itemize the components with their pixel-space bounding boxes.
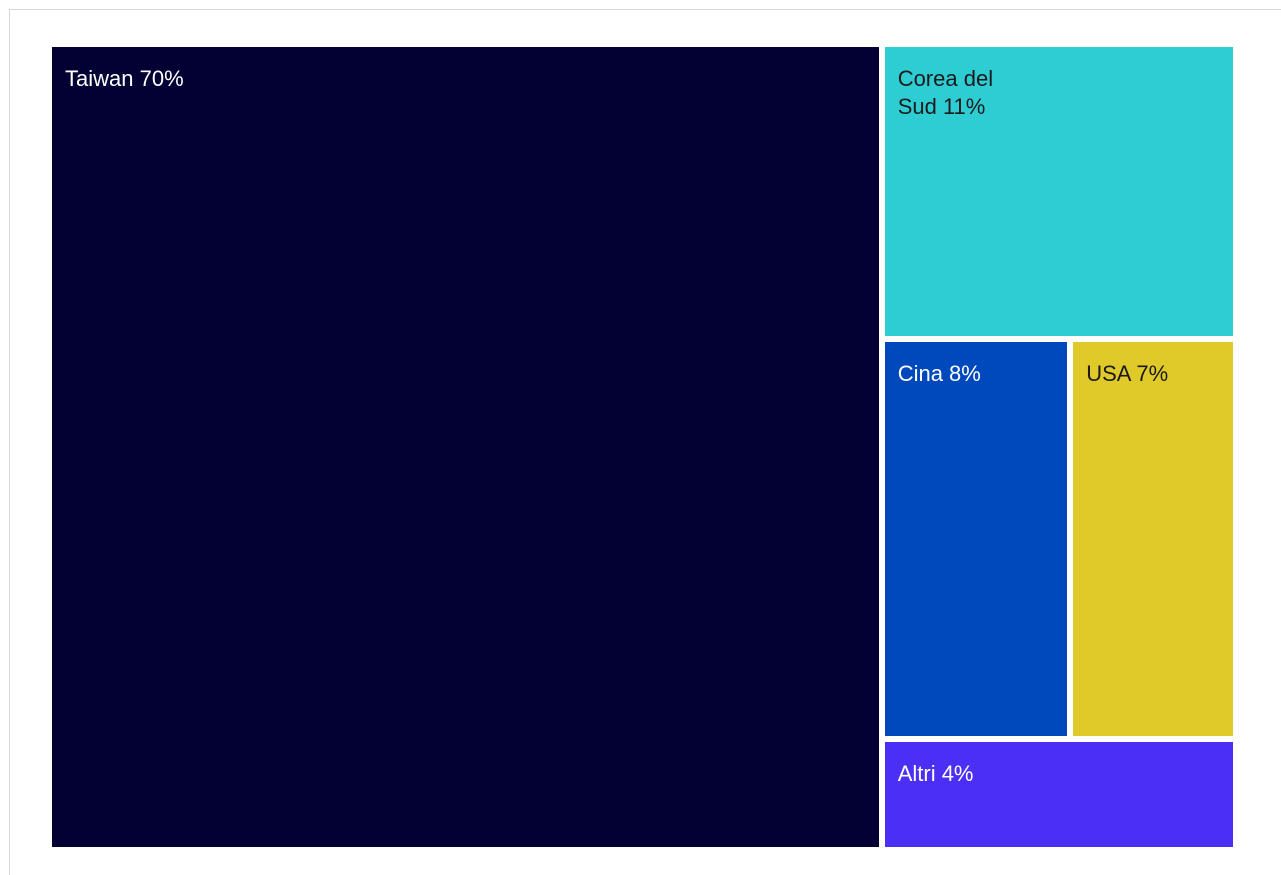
tile-label-altri: Altri 4% bbox=[897, 760, 974, 786]
tile-label-usa: USA 7% bbox=[1086, 360, 1169, 386]
tile-label-taiwan: Taiwan 70% bbox=[65, 66, 184, 91]
tile-usa[interactable]: USA 7% bbox=[1073, 341, 1233, 736]
tile-cina[interactable]: Cina 8% bbox=[884, 341, 1068, 736]
tile-taiwan[interactable]: Taiwan 70% bbox=[52, 47, 879, 847]
tile-altri[interactable]: Altri 4% bbox=[884, 741, 1233, 847]
tile-corea-del-sud[interactable]: Corea del Sud 11% bbox=[884, 47, 1233, 336]
chart-frame bbox=[9, 9, 1281, 875]
tile-label-corea-del-sud: Corea del Sud 11% bbox=[897, 66, 994, 119]
treemap-chart: Taiwan 70% Corea del Sud 11% Cina 8% USA… bbox=[52, 47, 1233, 847]
tile-label-cina: Cina 8% bbox=[897, 360, 981, 386]
